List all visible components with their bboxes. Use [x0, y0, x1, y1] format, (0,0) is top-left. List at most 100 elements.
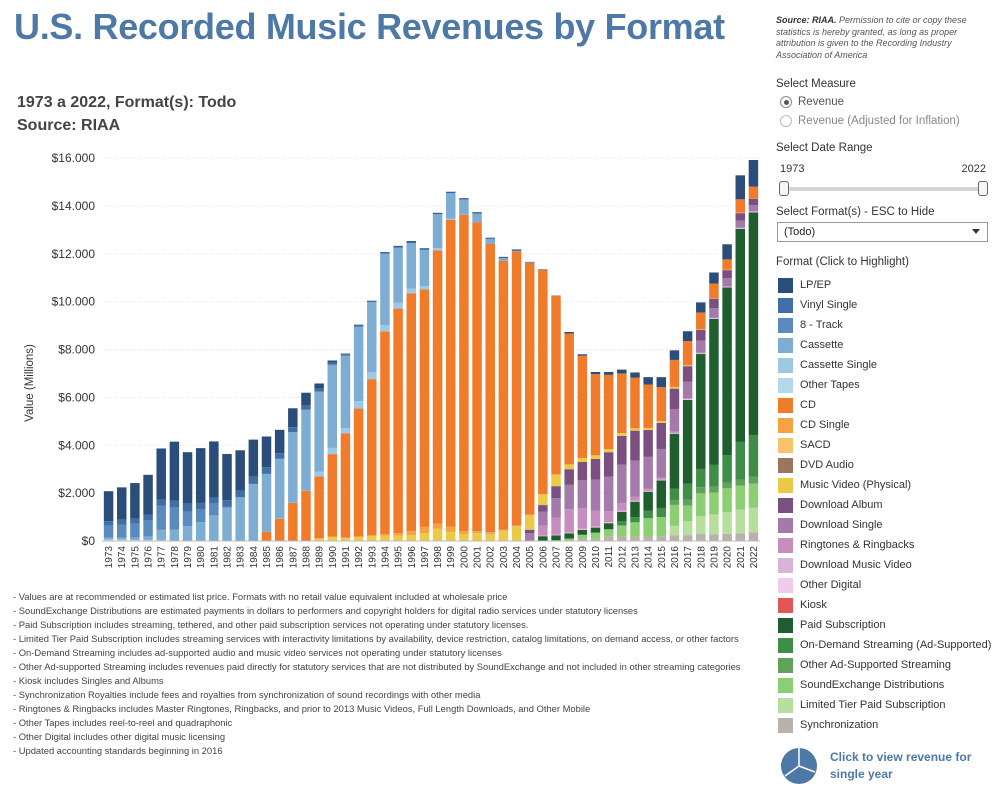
bar-segment-cassette-1982[interactable]	[222, 507, 232, 541]
bar-segment-music-video-physical--1999[interactable]	[446, 531, 456, 541]
bar-segment-8-track-1973[interactable]	[103, 525, 114, 538]
bar-segment-download-music-video-2010[interactable]	[590, 526, 601, 528]
bar-segment-cassette-1984[interactable]	[248, 483, 259, 541]
bar-segment-cd-single-1996[interactable]	[406, 530, 416, 536]
bar-segment-music-video-physical--2006[interactable]	[538, 494, 548, 506]
bar-segment-vinyl-single-1999[interactable]	[446, 192, 456, 194]
bar-segment-music-video-physical--2011[interactable]	[603, 449, 614, 453]
bar-segment-on-demand-streaming-ad-supported--2013[interactable]	[630, 517, 640, 523]
bar-segment-lp-ep-1999[interactable]	[446, 191, 456, 193]
bar-segment-vinyl-single-2001[interactable]	[472, 212, 482, 214]
bar-segment-vinyl-single-1984[interactable]	[248, 476, 259, 484]
bar-segment-cd-single-1999[interactable]	[446, 526, 456, 532]
bar-segment-music-video-physical--1995[interactable]	[393, 535, 403, 541]
bar-segment-cd-2022[interactable]	[748, 186, 759, 199]
bar-segment-cd-1991[interactable]	[340, 433, 351, 538]
bar-segment-limited-tier-paid-subscription-2016[interactable]	[669, 525, 680, 536]
bar-segment-lp-ep-1978[interactable]	[169, 441, 180, 501]
bar-segment-lp-ep-2010[interactable]	[590, 372, 601, 375]
bar-segment-vinyl-single-1988[interactable]	[301, 405, 311, 410]
bar-segment-synchronization-2011[interactable]	[603, 536, 614, 541]
bar-segment-download-album-2017[interactable]	[682, 366, 693, 382]
bar-segment-cassette-1976[interactable]	[143, 536, 153, 541]
bar-segment-paid-subscription-2008[interactable]	[564, 533, 574, 539]
bar-segment-cassette-1978[interactable]	[169, 529, 180, 541]
bar-segment-8-track-1981[interactable]	[209, 503, 219, 516]
bar-segment-download-single-2010[interactable]	[590, 479, 601, 511]
bar-segment-synchronization-2012[interactable]	[617, 536, 627, 541]
bar-segment-lp-ep-1985[interactable]	[261, 436, 272, 468]
bar-segment-ringtones-ringbacks-2016[interactable]	[669, 431, 680, 433]
legend-item-vinyl-single[interactable]: Vinyl Single	[778, 295, 993, 315]
bar-segment-cassette-1999[interactable]	[446, 193, 456, 219]
bar-segment-download-album-2013[interactable]	[630, 430, 640, 461]
legend-item-download-single[interactable]: Download Single	[778, 515, 993, 535]
bar-segment-paid-subscription-2006[interactable]	[538, 536, 548, 541]
bar-segment-lp-ep-1984[interactable]	[248, 439, 259, 477]
bar-segment-synchronization-2009[interactable]	[577, 538, 588, 541]
bar-segment-download-album-2015[interactable]	[656, 422, 667, 449]
bar-segment-ringtones-ringbacks-2011[interactable]	[603, 511, 614, 523]
bar-segment-paid-subscription-2010[interactable]	[590, 527, 601, 533]
bar-segment-on-demand-streaming-ad-supported--2021[interactable]	[735, 441, 745, 480]
bar-segment-lp-ep-2022[interactable]	[748, 160, 759, 187]
bar-segment-cd-1992[interactable]	[353, 408, 364, 536]
bar-segment-download-single-2020[interactable]	[722, 278, 732, 287]
legend-item-other-ad-supported-streaming[interactable]: Other Ad-Supported Streaming	[778, 655, 993, 675]
bar-segment-music-video-physical--1990[interactable]	[327, 536, 338, 541]
bar-segment-download-single-2008[interactable]	[564, 484, 574, 510]
bar-segment-download-album-2008[interactable]	[564, 469, 574, 485]
bar-segment-cd-2014[interactable]	[643, 384, 653, 428]
bar-segment-cd-1987[interactable]	[288, 502, 298, 541]
bar-segment-ringtones-ringbacks-2017[interactable]	[682, 398, 693, 400]
bar-segment-lp-ep-1989[interactable]	[314, 383, 324, 389]
bar-segment-cd-2003[interactable]	[498, 260, 509, 530]
bar-segment-cd-single-1993[interactable]	[367, 535, 377, 536]
bar-segment-download-single-2017[interactable]	[682, 381, 693, 399]
bar-segment-soundexchange-distributions-2021[interactable]	[735, 485, 745, 510]
bar-segment-lp-ep-2009[interactable]	[577, 354, 588, 356]
bar-segment-paid-subscription-2013[interactable]	[630, 501, 640, 518]
bar-segment-cassette-single-1998[interactable]	[432, 248, 443, 251]
bar-segment-cd-2005[interactable]	[524, 262, 535, 515]
bar-segment-on-demand-streaming-ad-supported--2016[interactable]	[669, 488, 680, 501]
format-dropdown[interactable]: (Todo)	[777, 222, 988, 242]
bar-segment-cd-single-2000[interactable]	[459, 530, 469, 535]
bar-segment-lp-ep-1982[interactable]	[222, 453, 232, 501]
bar-segment-paid-subscription-2009[interactable]	[577, 529, 588, 535]
bar-segment-soundexchange-distributions-2011[interactable]	[603, 529, 614, 537]
legend-item-dvd-audio[interactable]: DVD Audio	[778, 455, 993, 475]
legend-item-paid-subscription[interactable]: Paid Subscription	[778, 615, 993, 635]
bar-segment-download-album-2021[interactable]	[735, 213, 745, 221]
bar-segment-soundexchange-distributions-2019[interactable]	[709, 492, 719, 515]
bar-segment-download-single-2015[interactable]	[656, 448, 667, 478]
bar-segment-download-single-2016[interactable]	[669, 408, 680, 432]
bar-segment-other-tapes-1973[interactable]	[103, 539, 114, 541]
bar-segment-cd-2004[interactable]	[511, 251, 522, 526]
bar-segment-cassette-1974[interactable]	[117, 537, 127, 540]
bar-segment-paid-subscription-2017[interactable]	[682, 400, 693, 484]
bar-segment-download-album-2022[interactable]	[748, 198, 759, 206]
bar-segment-synchronization-2014[interactable]	[643, 536, 653, 541]
bar-segment-download-album-2014[interactable]	[643, 430, 653, 457]
bar-segment-music-video-physical--1996[interactable]	[406, 535, 416, 541]
bar-segment-cd-1999[interactable]	[446, 219, 456, 527]
bar-segment-lp-ep-1997[interactable]	[419, 248, 430, 249]
bar-segment-8-track-1978[interactable]	[169, 507, 180, 530]
bar-segment-lp-ep-2015[interactable]	[656, 377, 667, 388]
bar-segment-lp-ep-1998[interactable]	[432, 212, 443, 214]
bar-segment-cassette-1996[interactable]	[406, 243, 416, 289]
stacked-bar-chart[interactable]: $0 $2.000 $4.000 $6.000 $8.000 $10.000 $12.000…	[0, 140, 770, 580]
bar-segment-synchronization-2022[interactable]	[748, 532, 759, 541]
bar-segment-music-video-physical--1989[interactable]	[314, 538, 324, 541]
bar-segment-soundexchange-distributions-2022[interactable]	[748, 483, 759, 508]
legend-item-lp-ep[interactable]: LP/EP	[778, 275, 993, 295]
bar-segment-music-video-physical--1997[interactable]	[419, 533, 430, 541]
bar-segment-paid-subscription-2015[interactable]	[656, 480, 667, 508]
bar-segment-lp-ep-2004[interactable]	[511, 249, 522, 251]
bar-segment-cd-2000[interactable]	[459, 214, 469, 531]
bar-segment-synchronization-2018[interactable]	[696, 534, 706, 541]
bar-segment-cd-2006[interactable]	[538, 269, 548, 495]
bar-segment-lp-ep-1975[interactable]	[130, 483, 140, 519]
bar-segment-soundexchange-distributions-2015[interactable]	[656, 517, 667, 537]
